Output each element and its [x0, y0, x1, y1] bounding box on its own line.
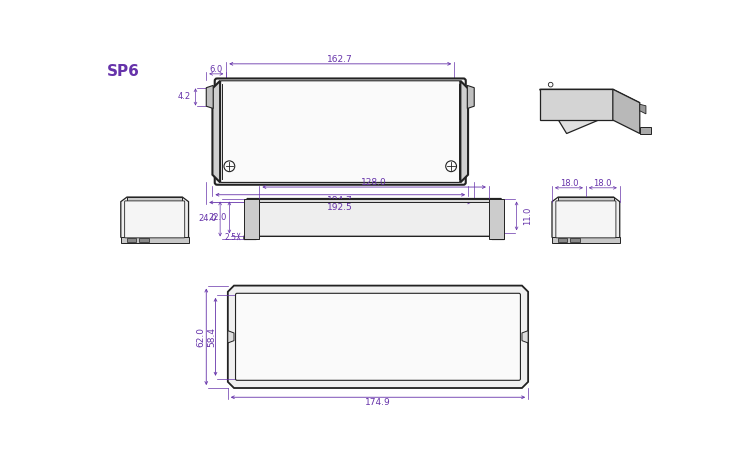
Bar [244, 198, 259, 239]
FancyBboxPatch shape [215, 78, 466, 185]
Text: 6.0: 6.0 [210, 65, 223, 74]
Text: 62.0: 62.0 [196, 327, 205, 347]
Bar [120, 237, 188, 243]
Text: 4.2: 4.2 [177, 92, 191, 101]
Text: 184.7: 184.7 [327, 196, 353, 205]
Bar [570, 238, 580, 243]
Text: 174.9: 174.9 [365, 398, 391, 407]
Text: 22.0: 22.0 [208, 213, 226, 222]
Polygon shape [552, 197, 620, 243]
Text: 2.5: 2.5 [224, 233, 237, 243]
Bar [139, 238, 148, 243]
Text: 58.4: 58.4 [207, 327, 216, 347]
Polygon shape [212, 81, 220, 182]
FancyBboxPatch shape [125, 201, 185, 238]
Text: 162.7: 162.7 [327, 55, 353, 64]
Polygon shape [259, 198, 489, 202]
Bar [558, 238, 567, 243]
Polygon shape [522, 331, 528, 343]
Polygon shape [612, 89, 639, 133]
Polygon shape [539, 89, 639, 133]
Bar [639, 127, 650, 133]
Polygon shape [228, 331, 234, 343]
FancyBboxPatch shape [236, 293, 520, 380]
Polygon shape [461, 81, 468, 182]
FancyBboxPatch shape [220, 81, 461, 182]
Bar [489, 198, 504, 239]
Text: 11.0: 11.0 [523, 207, 531, 225]
Polygon shape [228, 286, 528, 388]
Bar [127, 197, 182, 202]
Text: SP6: SP6 [107, 64, 140, 79]
Polygon shape [467, 86, 474, 108]
Text: 24.0: 24.0 [198, 214, 216, 223]
Polygon shape [120, 197, 188, 243]
Bar [127, 238, 137, 243]
Bar [552, 237, 620, 243]
Text: 192.5: 192.5 [327, 203, 353, 212]
Text: 18.0: 18.0 [560, 179, 578, 188]
Text: 18.0: 18.0 [593, 179, 612, 188]
FancyBboxPatch shape [556, 201, 616, 238]
Polygon shape [244, 198, 504, 239]
Polygon shape [207, 86, 213, 108]
Bar [558, 197, 614, 202]
Text: 128.0: 128.0 [361, 178, 387, 187]
Polygon shape [539, 89, 612, 120]
Polygon shape [639, 104, 646, 114]
